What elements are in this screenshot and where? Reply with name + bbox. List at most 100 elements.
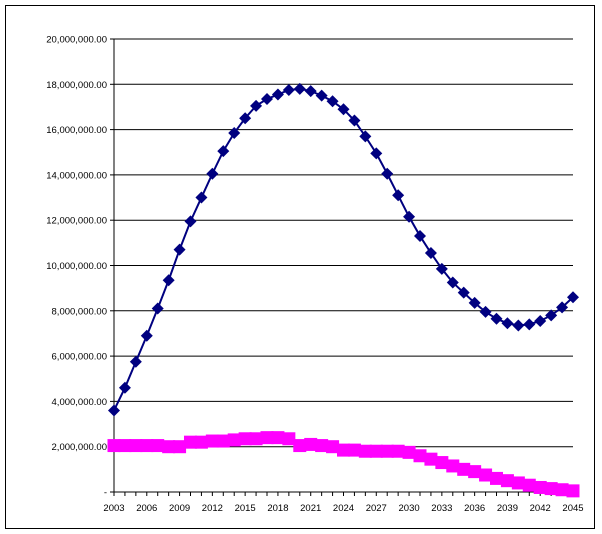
series-2-point [118, 439, 132, 453]
series-2-point [468, 465, 482, 479]
y-tick-label: 12,000,000.00 [46, 216, 107, 227]
series-1-point [392, 189, 405, 202]
y-tick-label: 4,000,000.00 [52, 397, 107, 408]
y-tick-label: 20,000,000.00 [46, 35, 107, 46]
series-2-point [391, 444, 405, 458]
series-2-point [140, 439, 154, 453]
x-tick-label: 2003 [103, 503, 124, 514]
series-2-point [238, 432, 252, 446]
series-2-point [337, 443, 350, 457]
series-1-point [414, 230, 426, 243]
x-tick-label: 2015 [235, 503, 256, 514]
series-1-point [370, 147, 383, 160]
series-1-point [326, 95, 339, 108]
series-2-point [151, 439, 165, 453]
series-2-point [511, 476, 525, 490]
y-tick-label: 6,000,000.00 [52, 352, 107, 363]
series-1-point [315, 89, 328, 102]
chart-frame: - 2,000,000.00 4,000,000.00 6,000,000.00 8,0… [5, 5, 595, 529]
series-2-point [282, 432, 296, 446]
y-tick-label: 18,000,000.00 [46, 80, 107, 91]
series-2-point [358, 444, 372, 458]
series-1-point [501, 317, 514, 330]
series-2-point [271, 431, 285, 445]
series-2-point [304, 437, 318, 451]
x-tick-label: 2033 [431, 503, 452, 514]
x-tick-label: 2006 [136, 503, 157, 514]
x-tick-label: 2039 [497, 503, 518, 514]
series-1-point [381, 167, 394, 180]
x-tick-label: 2027 [366, 503, 387, 514]
series-1-point [359, 130, 372, 143]
series-2-point [194, 435, 208, 449]
series-1-point [512, 319, 525, 332]
series-1-point [403, 210, 416, 223]
series-1-point [348, 114, 361, 127]
series-2-point [216, 434, 230, 448]
series-1-point [337, 103, 350, 116]
x-tick-label: 2021 [300, 503, 321, 514]
y-tick-label: 14,000,000.00 [46, 170, 107, 181]
series-2-point [347, 443, 361, 457]
series-2-point [500, 474, 514, 488]
series-1-point [282, 83, 295, 96]
y-tick-label: 10,000,000.00 [46, 261, 107, 272]
x-axis-tick-labels: 2003 2006 2009 2012 2015 2018 2021 2024 2027 2030… [103, 503, 583, 514]
series-2-point [435, 456, 449, 470]
series-1 [108, 82, 579, 417]
series-1-point [457, 286, 470, 299]
series-2-point [380, 444, 394, 458]
series-2-point [479, 468, 493, 482]
x-tick-label: 2024 [333, 503, 354, 514]
series-2-point [424, 452, 438, 466]
series-2-point [533, 480, 547, 494]
series-1-point [129, 355, 142, 368]
series-2-point [227, 433, 241, 447]
x-tick-label: 2018 [267, 503, 288, 514]
x-tick-label: 2045 [562, 503, 583, 514]
series-2-point [413, 449, 427, 463]
series-1-point [228, 126, 241, 139]
series-1-point [217, 145, 230, 158]
series-2-point [402, 445, 416, 459]
series-2-point [566, 484, 580, 498]
series-1-point [239, 112, 252, 125]
series-2-point [522, 478, 536, 492]
series-2-point [369, 444, 383, 458]
series-1-point [556, 301, 569, 314]
series-1-point [293, 82, 306, 95]
series-1-point [468, 296, 481, 309]
series-1-point [195, 191, 208, 204]
series-1-point [545, 309, 558, 322]
x-tick-label: 2042 [530, 503, 551, 514]
series-2-point [555, 483, 569, 497]
series-2-point [293, 439, 307, 453]
series-2-point [249, 432, 263, 446]
series-1-point [184, 215, 197, 228]
y-axis-tick-labels: - 2,000,000.00 4,000,000.00 6,000,000.00 8,0… [46, 35, 107, 499]
series-2-point [107, 439, 121, 453]
x-tick-label: 2036 [464, 503, 485, 514]
series-1-point [162, 274, 175, 287]
series-1-point [250, 99, 263, 112]
series-2 [107, 431, 580, 498]
series-2-point [260, 431, 274, 445]
series-2-point [184, 435, 197, 449]
series-2-point [315, 439, 329, 453]
series-1-point [523, 318, 536, 331]
y-tick-label: 2,000,000.00 [52, 442, 107, 453]
series-1-point [173, 243, 186, 256]
series-2-point [490, 471, 503, 485]
series-2-point [205, 434, 219, 448]
series-1-point [271, 88, 284, 101]
series-1-point [140, 329, 153, 342]
series-2-point [173, 440, 187, 454]
series-1-point [261, 93, 273, 106]
series-1-point [304, 85, 317, 98]
line-chart: - 2,000,000.00 4,000,000.00 6,000,000.00 8,0… [46, 35, 583, 515]
series-1-point [151, 302, 164, 315]
series-1-point [118, 381, 131, 394]
y-tick-label: 16,000,000.00 [46, 125, 107, 136]
series-1-point [479, 305, 492, 318]
series-2-point [326, 440, 340, 454]
